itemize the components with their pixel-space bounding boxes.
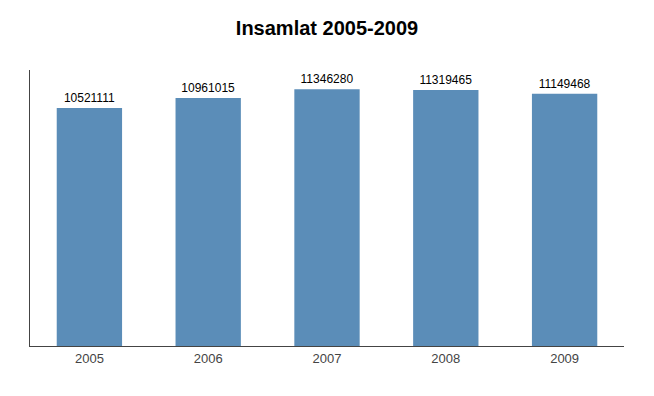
svg-text:10521111: 10521111 — [64, 91, 115, 105]
svg-text:10961015: 10961015 — [181, 81, 235, 95]
svg-text:2009: 2009 — [550, 351, 579, 366]
svg-text:2006: 2006 — [194, 351, 223, 366]
svg-text:11149468: 11149468 — [539, 77, 591, 91]
svg-text:2005: 2005 — [75, 351, 104, 366]
svg-text:11346280: 11346280 — [301, 72, 354, 86]
svg-text:2007: 2007 — [313, 351, 342, 366]
svg-text:2008: 2008 — [431, 351, 460, 366]
svg-text:Insamlat 2005-2009: Insamlat 2005-2009 — [236, 17, 418, 39]
svg-text:11319465: 11319465 — [419, 73, 472, 87]
